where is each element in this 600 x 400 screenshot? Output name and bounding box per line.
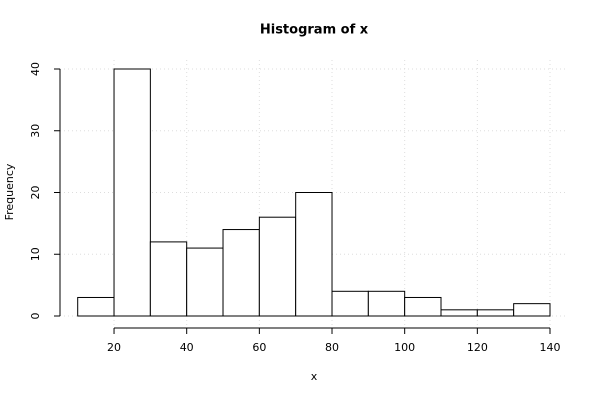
x-tick-label: 140 xyxy=(540,341,561,354)
x-tick-label: 100 xyxy=(394,341,415,354)
y-tick-label: 40 xyxy=(29,62,42,76)
x-axis-label: x xyxy=(311,370,318,383)
histogram-bar xyxy=(77,296,115,317)
y-tick-label: 0 xyxy=(29,313,42,320)
histogram-bar xyxy=(113,68,151,317)
x-tick-label: 60 xyxy=(252,341,266,354)
histogram-bar xyxy=(186,247,224,317)
histogram-bar xyxy=(367,290,406,317)
x-tick-label: 80 xyxy=(325,341,339,354)
histogram-bar xyxy=(258,216,297,317)
histogram-bar xyxy=(149,241,188,317)
y-tick-label: 10 xyxy=(29,247,42,261)
histogram-bar xyxy=(331,290,369,317)
y-tick-label: 30 xyxy=(29,124,42,138)
histogram-bar xyxy=(476,309,515,317)
histogram-bar xyxy=(222,229,260,317)
y-axis-label: Frequency xyxy=(3,163,16,220)
histogram-bar xyxy=(295,192,333,317)
chart-title: Histogram of x xyxy=(260,23,369,38)
x-tick-label: 120 xyxy=(467,341,488,354)
histogram-bar xyxy=(440,309,478,317)
y-tick-label: 20 xyxy=(29,186,42,200)
x-tick-label: 20 xyxy=(107,341,121,354)
histogram-bar xyxy=(513,303,551,317)
x-tick-label: 40 xyxy=(180,341,194,354)
histogram-bar xyxy=(404,296,442,317)
